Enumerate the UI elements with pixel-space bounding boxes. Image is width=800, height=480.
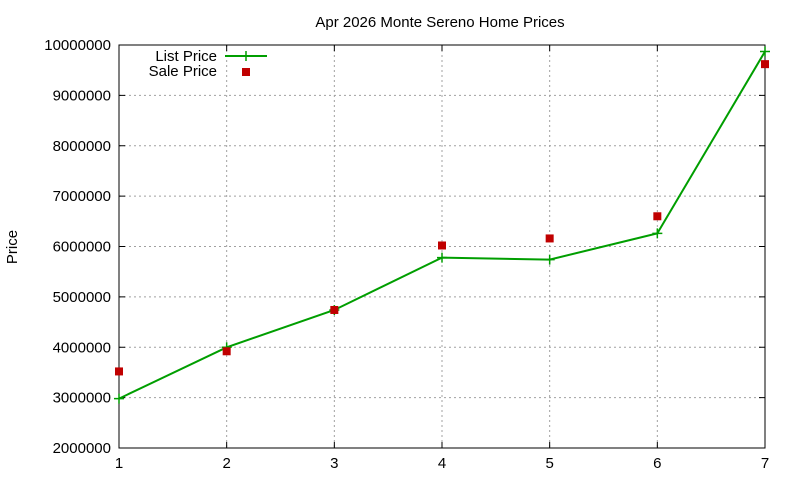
sale-price-point: [438, 241, 446, 250]
sale-price-point: [653, 212, 662, 221]
axis-ticks: 1 2 3 4 5 6 7 2000000 3000000 4000000 5000000 60000…: [44, 37, 769, 472]
legend-label-sale-price: Sale Price: [149, 63, 217, 80]
chart-title: Apr 2026 Monte Sereno Home Prices: [315, 14, 564, 31]
x-tick-label: 6: [653, 455, 661, 472]
y-axis-label: Price: [4, 230, 21, 264]
plot-series: [114, 46, 770, 404]
x-tick-label: 7: [761, 455, 769, 472]
sale-price-point: [115, 367, 123, 376]
y-tick-label: 6000000: [53, 239, 111, 256]
sale-price-point: [545, 234, 554, 243]
y-tick-label: 9000000: [53, 87, 111, 104]
y-tick-label: 10000000: [44, 37, 111, 54]
legend-label-list-price: List Price: [155, 48, 217, 65]
y-tick-label: 4000000: [53, 339, 111, 356]
x-tick-label: 5: [545, 455, 553, 472]
sale-price-point: [222, 347, 231, 356]
y-tick-label: 2000000: [53, 440, 111, 457]
list-price-point: [652, 228, 663, 239]
y-tick-label: 5000000: [53, 289, 111, 306]
list-price-point: [437, 252, 447, 263]
sale-price-point: [330, 305, 339, 314]
legend: List Price Sale Price: [149, 48, 267, 80]
x-tick-label: 1: [115, 455, 123, 472]
list-price-point: [760, 46, 770, 57]
sale-price-point: [761, 60, 769, 69]
y-tick-label: 3000000: [53, 390, 111, 407]
x-tick-label: 2: [222, 455, 230, 472]
legend-marker-sale-price: [242, 68, 250, 76]
legend-marker-list-price: [241, 51, 251, 61]
x-tick-label: 4: [438, 455, 446, 472]
list-price-point: [544, 254, 555, 265]
list-price-point: [114, 393, 124, 404]
y-tick-label: 8000000: [53, 138, 111, 155]
x-tick-label: 3: [330, 455, 338, 472]
y-tick-label: 7000000: [53, 188, 111, 205]
